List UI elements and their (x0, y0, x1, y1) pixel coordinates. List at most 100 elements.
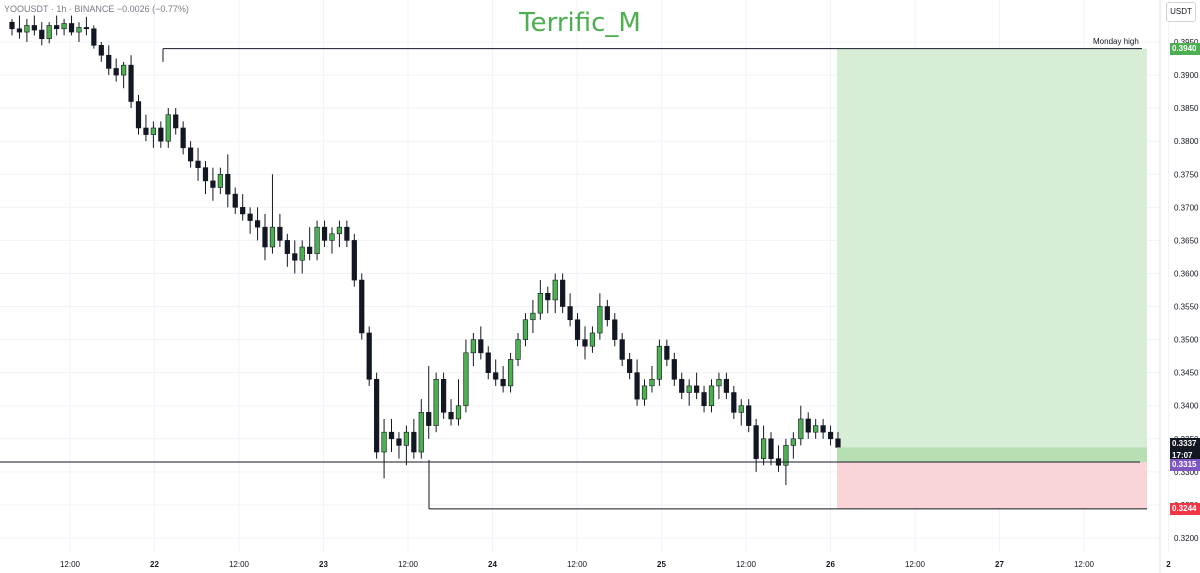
time-tick-label: 12:00 (60, 560, 81, 569)
candle (173, 108, 179, 135)
candle-body (522, 319, 529, 340)
candle-body (470, 339, 476, 354)
candle-body (240, 207, 246, 215)
candle (351, 233, 357, 287)
candle (805, 412, 811, 439)
candle (225, 154, 231, 208)
candle-body (679, 378, 685, 393)
candle (686, 379, 692, 406)
time-tick-label: 2 (1166, 560, 1171, 569)
candle-body (649, 378, 655, 387)
candle (560, 273, 566, 314)
candle (240, 194, 246, 221)
candle (403, 425, 410, 466)
candle (165, 108, 171, 148)
stop-price-tag: 0.3244 (1170, 502, 1200, 515)
candle-body (158, 127, 164, 142)
candle (314, 220, 320, 261)
candle-body (545, 293, 551, 301)
time-tick-label: 25 (657, 560, 666, 569)
price-tick-label: 0.3950 (1174, 38, 1199, 47)
candle (641, 379, 648, 406)
candle-body (396, 438, 402, 446)
time-tick-label: 22 (150, 560, 159, 569)
candle-body (388, 431, 395, 440)
candle-body (9, 21, 15, 30)
price-tick-label: 0.3450 (1174, 369, 1199, 378)
candle (158, 121, 164, 148)
candle (500, 366, 506, 393)
candle-body (366, 332, 372, 380)
candle (61, 18, 67, 36)
candle-body (537, 293, 543, 314)
symbol-info[interactable]: YOOUSDT · 1h · BINANCE −0.0026 (−0.77%) (4, 4, 189, 14)
candle-body (813, 425, 819, 433)
candle (262, 213, 268, 261)
candle (820, 418, 826, 439)
price-tick-label: 0.3750 (1174, 170, 1199, 179)
candle-body (121, 64, 127, 76)
price-tick-label: 0.3200 (1174, 534, 1199, 543)
candle-body (493, 372, 499, 380)
candle-body (344, 226, 350, 241)
candle-body (61, 23, 67, 30)
candle (493, 359, 499, 386)
candle (16, 15, 23, 39)
price-tick-label: 0.3400 (1174, 402, 1199, 411)
candle (54, 15, 60, 36)
candle (790, 432, 796, 459)
candle-body (426, 412, 432, 426)
time-tick-label: 12:00 (229, 560, 250, 569)
candle-body (478, 339, 484, 354)
candle-body (760, 438, 767, 459)
candle (180, 121, 186, 155)
candle (39, 22, 45, 46)
currency-button[interactable]: USDT (1166, 2, 1196, 22)
candle (292, 240, 298, 274)
candle (336, 220, 343, 248)
candle (9, 18, 15, 36)
candle-body (225, 173, 231, 195)
candle (448, 399, 454, 426)
candle (455, 379, 462, 426)
candle-body (150, 127, 156, 135)
candle-body (262, 226, 268, 248)
candle (775, 445, 782, 472)
candle-body (671, 359, 677, 380)
candle-body (656, 345, 663, 380)
candle (418, 399, 424, 459)
candle (135, 94, 142, 135)
time-axis[interactable]: 12:00 22 12:00 23 12:00 24 12:00 25 12:00 26 12:00… (60, 560, 1171, 569)
candle-body (16, 28, 23, 33)
candle (247, 207, 253, 234)
candle (723, 372, 729, 400)
candle-body (31, 25, 37, 31)
candle (217, 167, 223, 195)
candle-body (173, 114, 179, 129)
candle-body (560, 279, 566, 307)
candle-body (664, 345, 670, 360)
candle-body (329, 233, 335, 241)
candle (627, 352, 633, 380)
candle-body (574, 319, 581, 340)
candle (515, 332, 521, 367)
candle-body (567, 306, 573, 321)
candle-body (91, 28, 97, 46)
candle-body (738, 405, 744, 413)
candle (321, 220, 328, 248)
candles (9, 15, 1147, 486)
candle-body (418, 412, 424, 453)
candle-body (827, 431, 834, 440)
price-axis[interactable]: 0.3950 0.3900 0.3850 0.3800 0.3750 0.3700 0.36… (1174, 38, 1199, 543)
candle (612, 313, 618, 347)
candle (277, 213, 283, 248)
candle (634, 359, 640, 406)
current-price-tag: 0.3337 (1170, 438, 1200, 451)
candle (574, 313, 581, 347)
candle (232, 187, 238, 214)
candle (798, 405, 804, 446)
candle-body (83, 27, 90, 30)
candle (649, 366, 655, 393)
candle-body (515, 339, 521, 360)
